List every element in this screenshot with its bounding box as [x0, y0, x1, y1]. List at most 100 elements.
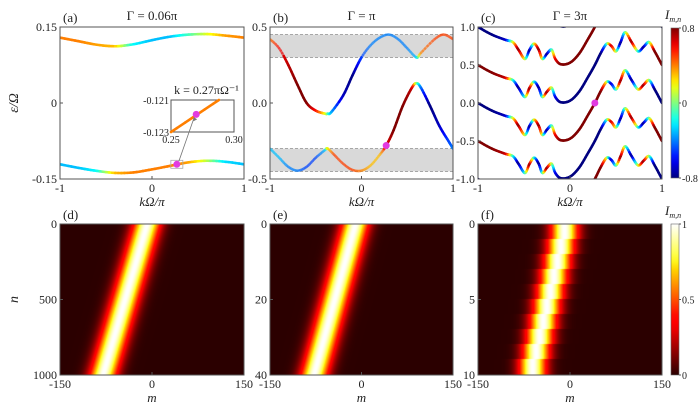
- band-curve-segment: [539, 13, 540, 15]
- plot-area: [270, 33, 453, 173]
- colorbar-tick-label: 0: [682, 371, 687, 382]
- band-curve-segment: [539, 241, 540, 243]
- y-tick-label: 0: [469, 217, 475, 231]
- inset-marker: [192, 110, 200, 118]
- x-tick-label: 1: [241, 181, 247, 195]
- y-tick-label: 0: [261, 217, 267, 231]
- y-tick-label: 40: [255, 368, 267, 382]
- colorbar-tick-label: -0.8: [682, 174, 698, 185]
- band-curve-segment: [487, 222, 490, 223]
- band-curve-segment: [516, 236, 517, 237]
- band-curve-segment: [363, 167, 368, 171]
- inset-y-tick-label: -0.121: [143, 96, 169, 107]
- band-curve-segment: [628, 188, 629, 190]
- band-curve-segment: [329, 149, 333, 154]
- band-curve-segment: [487, 184, 490, 185]
- colorbar-title-subscript: m,n: [669, 211, 681, 220]
- band-curve-segment: [523, 209, 524, 210]
- band-curve-segment: [499, 228, 501, 229]
- band-curve-segment: [559, 27, 561, 28]
- band-curve-segment: [316, 153, 321, 158]
- band-curve-segment: [650, 195, 651, 196]
- band-curve-segment: [641, 11, 642, 12]
- band-curve-segment: [624, 184, 625, 185]
- band-curve-segment: [520, 241, 521, 243]
- y-tick-label: 0.0: [460, 96, 475, 110]
- band-curve-segment: [541, 247, 542, 248]
- band-curve-segment: [656, 205, 657, 208]
- band-curve-segment: [306, 162, 311, 167]
- band-curve-segment: [568, 215, 570, 216]
- y-tick-label: 0: [51, 96, 57, 110]
- band-curve-segment: [549, 202, 550, 203]
- band-curve-segment: [393, 35, 398, 40]
- band-curve-segment: [518, 10, 519, 11]
- band-curve-segment: [517, 237, 518, 238]
- band-curve-segment: [517, 199, 518, 200]
- band-curve-segment: [279, 158, 284, 163]
- band-curve-segment: [521, 205, 522, 207]
- x-axis-label: kΩ/π: [349, 194, 375, 209]
- band-curve-segment: [536, 235, 537, 236]
- band-curve-segment: [380, 34, 385, 39]
- panel-label: (c): [481, 10, 495, 25]
- x-tick-label: -1: [473, 181, 483, 195]
- band-curve-segment: [543, 20, 544, 21]
- band-curve-segment: [548, 204, 549, 205]
- x-tick-label: 0: [359, 377, 365, 391]
- band-curve-segment: [271, 39, 276, 44]
- band-curve-segment: [654, 11, 655, 13]
- band-curve-segment: [556, 250, 557, 251]
- band-curve-segment: [445, 34, 451, 38]
- band-curve-segment: [527, 205, 528, 207]
- band-curve-segment: [581, 239, 583, 242]
- band-curve-segment: [570, 214, 572, 215]
- band-curve-segment: [604, 198, 605, 199]
- band-curve-segment: [528, 203, 529, 205]
- band-curve-segment: [609, 6, 610, 7]
- band-curve-segment: [520, 13, 521, 15]
- band-curve-segment: [317, 152, 323, 157]
- band-curve-segment: [541, 17, 542, 19]
- plot-frame: [269, 223, 454, 376]
- band-curve-segment: [611, 8, 612, 9]
- band-curve-segment: [552, 203, 553, 204]
- band-curve-segment: [378, 35, 383, 39]
- band-curve-segment: [597, 210, 598, 212]
- band-curve-segment: [553, 204, 554, 206]
- band-curve-segment: [543, 210, 544, 211]
- y-tick-label: 0.5: [252, 20, 267, 34]
- band-curve-segment: [602, 11, 603, 13]
- colorbar-tick-label: 1: [682, 220, 687, 231]
- band-curve-segment: [586, 231, 587, 234]
- band-curve-segment: [621, 2, 622, 4]
- band-curve-segment: [334, 154, 339, 159]
- band-curve-segment: [522, 17, 523, 19]
- x-axis-label: m: [565, 390, 574, 405]
- band-curve-segment: [290, 167, 295, 171]
- band-curve-segment: [637, 13, 638, 14]
- x-tick-label: -150: [259, 377, 281, 391]
- band-curve-segment: [361, 168, 366, 172]
- band-curve-segment: [542, 20, 543, 21]
- band-curve-segment: [613, 200, 614, 201]
- band-curve-segment: [552, 240, 553, 241]
- band-curve-segment: [542, 248, 543, 249]
- band-curve-segment: [444, 33, 449, 37]
- band-curve-segment: [559, 253, 560, 254]
- band-curve-segment: [654, 201, 655, 203]
- band-curve-segment: [649, 194, 650, 195]
- x-axis-label: m: [357, 390, 366, 405]
- band-curve-segment: [528, 241, 529, 243]
- band-curve-segment: [631, 2, 632, 4]
- band-curve-segment: [270, 38, 274, 43]
- band-curve-segment: [280, 159, 286, 164]
- band-curve-segment: [606, 196, 607, 197]
- band-curve-segment: [203, 102, 215, 111]
- band-curve-segment: [447, 35, 452, 39]
- band-curve-segment: [380, 149, 385, 154]
- band-curve-segment: [518, 240, 519, 242]
- band-curve-segment: [531, 236, 532, 237]
- band-curve-segment: [572, 250, 574, 251]
- band-curve-segment: [650, 5, 651, 6]
